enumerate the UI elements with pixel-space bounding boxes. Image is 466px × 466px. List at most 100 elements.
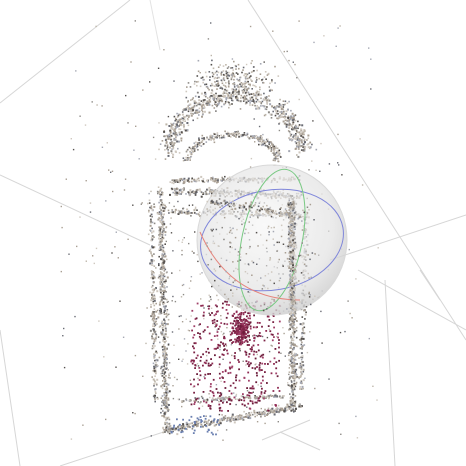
point: [152, 274, 155, 277]
point: [303, 130, 306, 133]
point: [202, 138, 205, 140]
point: [199, 215, 202, 218]
point: [244, 416, 247, 418]
point: [282, 104, 285, 106]
point: [250, 350, 253, 353]
point: [162, 351, 164, 353]
point: [168, 427, 171, 429]
gizmo-ring-y[interactable]: [228, 163, 317, 316]
point: [149, 206, 151, 209]
point: [170, 122, 172, 125]
point: [299, 381, 302, 384]
point: [158, 248, 161, 251]
point: [163, 403, 166, 406]
point: [286, 102, 289, 104]
point: [247, 371, 250, 374]
point: [187, 118, 189, 121]
point: [161, 375, 164, 377]
point: [294, 410, 296, 412]
point: [291, 115, 293, 118]
point: [156, 352, 158, 354]
point: [209, 407, 212, 410]
point: [213, 141, 216, 144]
gizmo-ring-z[interactable]: [192, 178, 351, 301]
point: [253, 70, 255, 72]
point: [117, 257, 119, 259]
point: [288, 329, 290, 331]
point: [164, 139, 167, 141]
point: [238, 336, 241, 339]
point: [155, 287, 157, 290]
point: [228, 106, 230, 109]
point: [151, 297, 153, 299]
point: [228, 103, 231, 106]
point: [226, 96, 229, 99]
point: [217, 310, 219, 313]
point: [271, 404, 273, 406]
point: [216, 88, 218, 90]
point: [292, 251, 295, 254]
point: [210, 358, 212, 360]
point: [215, 83, 218, 86]
point: [187, 191, 189, 193]
point: [207, 364, 210, 367]
point: [208, 305, 211, 308]
point: [196, 363, 199, 365]
point: [214, 103, 216, 105]
point: [361, 184, 364, 186]
point: [290, 232, 293, 235]
point: [235, 310, 238, 313]
point: [162, 409, 164, 412]
point: [127, 122, 129, 124]
point: [275, 404, 277, 407]
point: [172, 128, 174, 130]
point: [256, 90, 259, 93]
point: [302, 143, 305, 146]
point: [187, 157, 189, 159]
point: [264, 415, 266, 417]
point: [165, 393, 168, 396]
point: [223, 418, 226, 421]
point: [296, 376, 298, 378]
point: [151, 209, 154, 211]
point: [246, 396, 248, 398]
point: [216, 134, 219, 136]
point: [178, 113, 180, 116]
point: [194, 397, 196, 399]
point: [172, 132, 175, 135]
point: [239, 328, 241, 331]
point: [190, 359, 193, 362]
point: [268, 395, 270, 397]
point: [258, 100, 260, 103]
point: [169, 133, 172, 135]
point: [206, 85, 209, 88]
point: [185, 193, 187, 195]
point: [276, 407, 279, 410]
point: [289, 323, 291, 326]
point: [159, 240, 162, 243]
point: [192, 425, 194, 428]
point: [298, 124, 301, 126]
point: [163, 290, 166, 292]
point: [194, 212, 196, 214]
point: [163, 275, 166, 278]
point: [206, 188, 208, 191]
point: [174, 134, 177, 136]
transform-gizmo[interactable]: [192, 163, 351, 316]
point: [194, 367, 196, 369]
transform-gizmo-sphere[interactable]: [196, 164, 348, 316]
point: [197, 260, 199, 263]
point: [150, 259, 153, 262]
point: [200, 298, 202, 300]
point: [292, 342, 294, 344]
point: [170, 217, 172, 219]
point: [245, 413, 248, 416]
point: [251, 80, 253, 82]
point: [223, 79, 226, 82]
point: [299, 347, 302, 350]
point: [278, 339, 280, 341]
point: [278, 390, 281, 392]
point: [261, 79, 263, 81]
